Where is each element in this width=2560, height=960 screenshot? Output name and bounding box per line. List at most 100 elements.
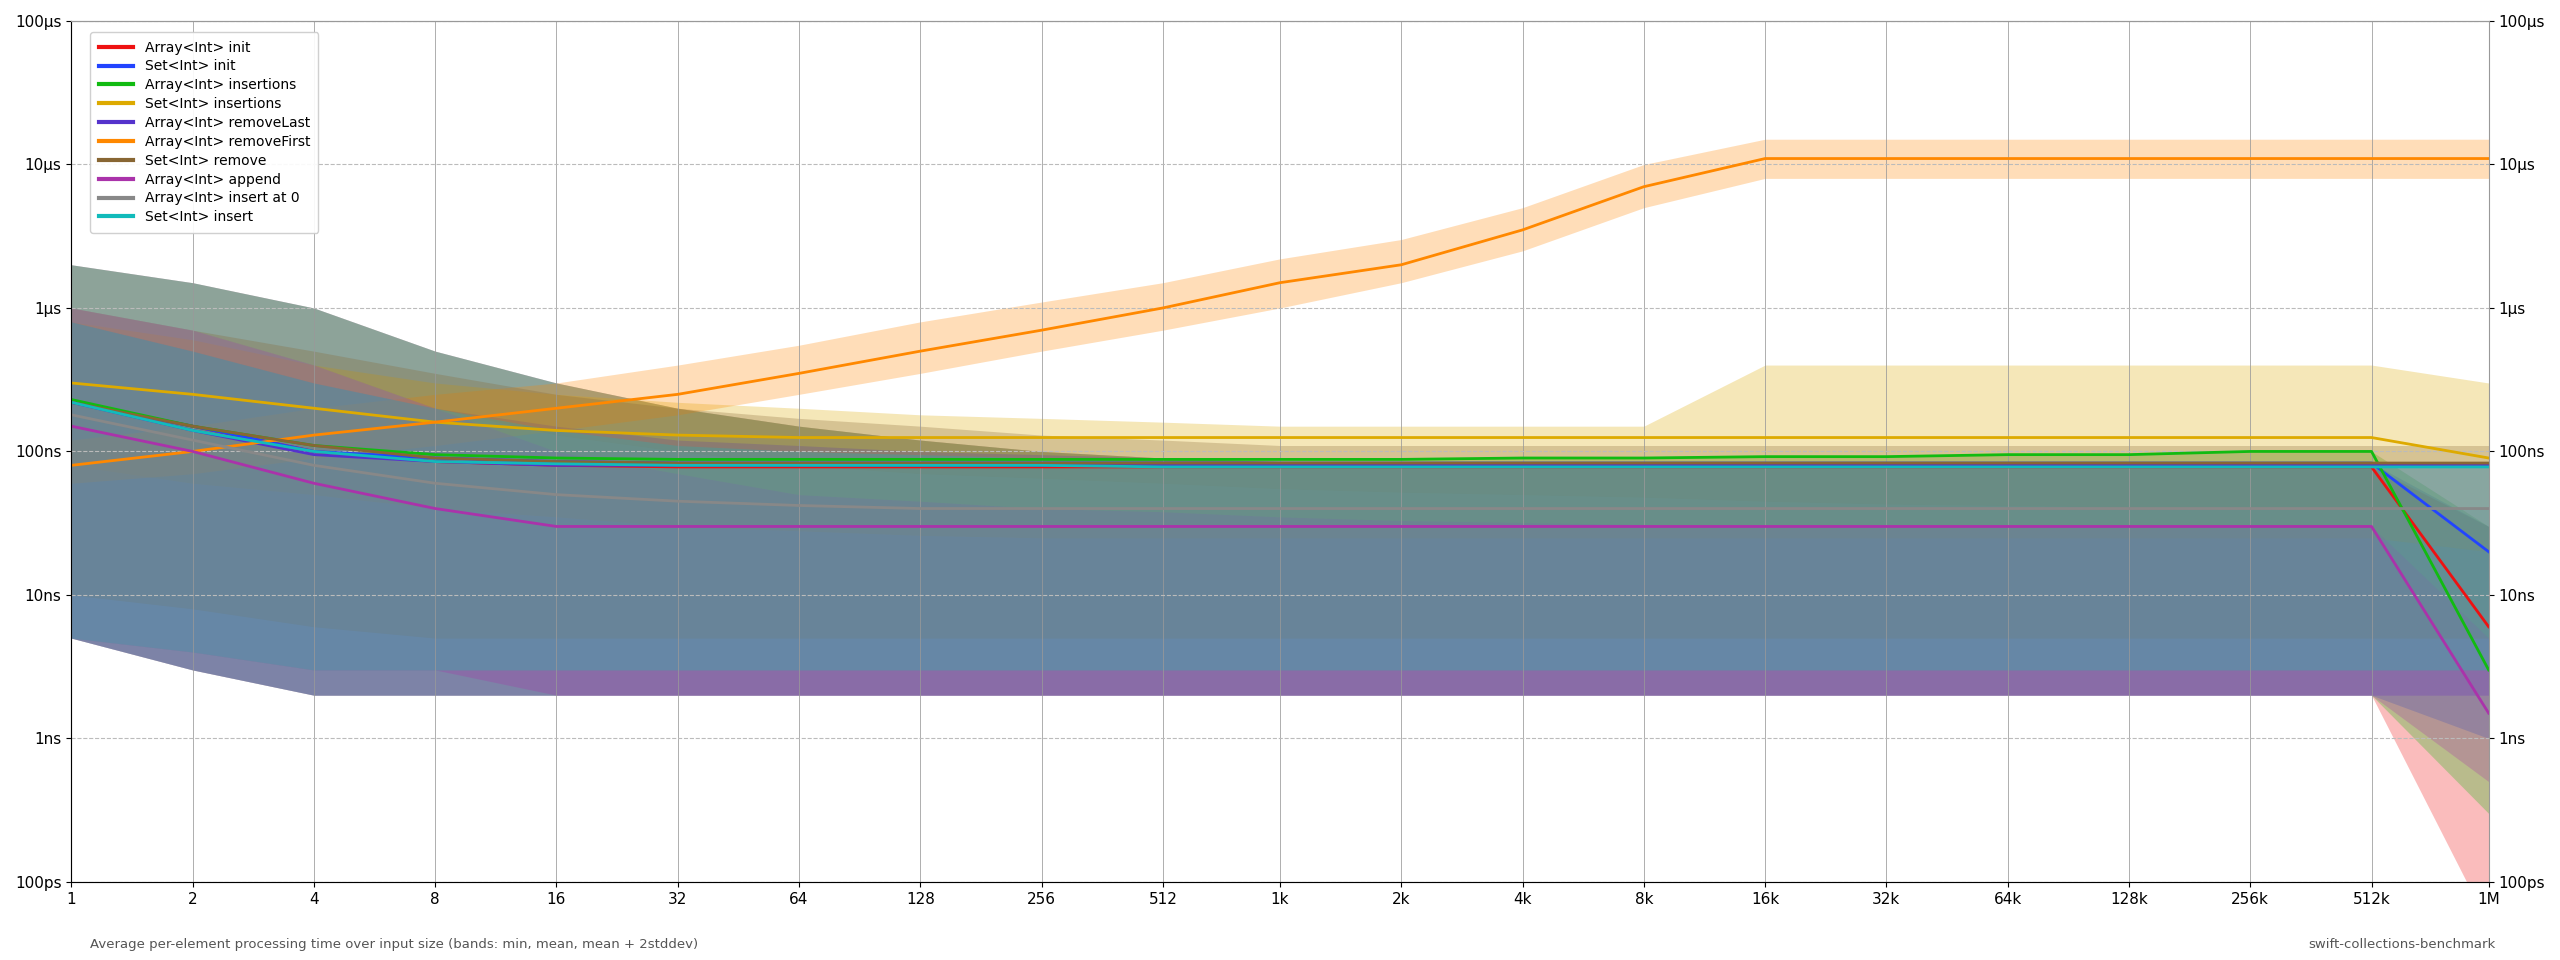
- Array<Int> init: [1871, 461, 1902, 472]
- Set<Int> insertions: [420, 417, 451, 428]
- Set<Int> insert: [300, 445, 330, 457]
- Array<Int> insertions: [540, 452, 571, 464]
- Set<Int> remove: [2473, 457, 2504, 468]
- Set<Int> init: [2235, 457, 2266, 468]
- Set<Int> init: [2473, 546, 2504, 558]
- Set<Int> remove: [1628, 457, 1659, 468]
- Array<Int> append: [1265, 520, 1295, 532]
- Array<Int> insertions: [56, 394, 87, 405]
- Set<Int> init: [177, 420, 207, 432]
- Array<Int> removeFirst: [904, 346, 934, 357]
- Text: Average per-element processing time over input size (bands: min, mean, mean + 2s: Average per-element processing time over…: [90, 939, 699, 951]
- Array<Int> removeFirst: [1508, 224, 1539, 235]
- Array<Int> removeLast: [1265, 460, 1295, 471]
- Set<Int> insertions: [1992, 432, 2022, 444]
- Array<Int> insert at 0: [2115, 503, 2145, 515]
- Array<Int> removeFirst: [1265, 276, 1295, 288]
- Set<Int> remove: [783, 457, 814, 468]
- Array<Int> init: [1027, 461, 1057, 472]
- Set<Int> insertions: [1385, 432, 1416, 444]
- Set<Int> init: [1147, 457, 1178, 468]
- Set<Int> init: [540, 456, 571, 468]
- Array<Int> removeLast: [2473, 460, 2504, 471]
- Array<Int> append: [177, 445, 207, 457]
- Array<Int> removeLast: [663, 460, 694, 471]
- Array<Int> removeFirst: [300, 429, 330, 441]
- Set<Int> init: [300, 445, 330, 457]
- Line: Array<Int> removeFirst: Array<Int> removeFirst: [72, 158, 2488, 466]
- Set<Int> remove: [177, 420, 207, 432]
- Array<Int> removeLast: [1508, 460, 1539, 471]
- Array<Int> append: [1508, 520, 1539, 532]
- Array<Int> init: [783, 461, 814, 472]
- Set<Int> init: [1992, 457, 2022, 468]
- Set<Int> insertions: [904, 432, 934, 444]
- Set<Int> remove: [663, 457, 694, 468]
- Set<Int> insertions: [2355, 432, 2386, 444]
- Array<Int> append: [1992, 520, 2022, 532]
- Set<Int> insert: [2235, 461, 2266, 472]
- Array<Int> append: [56, 420, 87, 432]
- Set<Int> insertions: [1751, 432, 1782, 444]
- Array<Int> removeFirst: [540, 402, 571, 414]
- Array<Int> removeFirst: [420, 417, 451, 428]
- Array<Int> removeLast: [540, 460, 571, 471]
- Array<Int> removeLast: [2235, 460, 2266, 471]
- Array<Int> insertions: [783, 454, 814, 466]
- Array<Int> removeFirst: [783, 368, 814, 379]
- Set<Int> insertions: [2473, 452, 2504, 464]
- Array<Int> removeLast: [1385, 460, 1416, 471]
- Array<Int> insert at 0: [1628, 503, 1659, 515]
- Set<Int> insert: [1871, 461, 1902, 472]
- Array<Int> append: [2235, 520, 2266, 532]
- Set<Int> remove: [1871, 457, 1902, 468]
- Line: Set<Int> remove: Set<Int> remove: [72, 402, 2488, 463]
- Set<Int> insert: [1751, 461, 1782, 472]
- Array<Int> removeFirst: [1628, 180, 1659, 192]
- Line: Set<Int> init: Set<Int> init: [72, 402, 2488, 552]
- Array<Int> init: [2235, 461, 2266, 472]
- Set<Int> insertions: [1871, 432, 1902, 444]
- Set<Int> remove: [1265, 457, 1295, 468]
- Set<Int> insertions: [1508, 432, 1539, 444]
- Array<Int> insert at 0: [300, 460, 330, 471]
- Array<Int> removeFirst: [2473, 153, 2504, 164]
- Set<Int> init: [783, 457, 814, 468]
- Set<Int> remove: [300, 440, 330, 451]
- Set<Int> insertions: [1147, 432, 1178, 444]
- Set<Int> init: [663, 457, 694, 468]
- Set<Int> init: [904, 457, 934, 468]
- Set<Int> init: [2355, 457, 2386, 468]
- Array<Int> removeLast: [1628, 460, 1659, 471]
- Set<Int> remove: [1147, 457, 1178, 468]
- Set<Int> insertions: [663, 429, 694, 441]
- Set<Int> insert: [177, 424, 207, 436]
- Set<Int> insertions: [783, 432, 814, 444]
- Array<Int> init: [56, 396, 87, 408]
- Set<Int> insertions: [2115, 432, 2145, 444]
- Array<Int> removeLast: [56, 396, 87, 408]
- Array<Int> insert at 0: [2355, 503, 2386, 515]
- Array<Int> init: [904, 461, 934, 472]
- Array<Int> removeLast: [783, 460, 814, 471]
- Array<Int> removeFirst: [663, 389, 694, 400]
- Array<Int> init: [1147, 461, 1178, 472]
- Array<Int> removeLast: [2115, 460, 2145, 471]
- Array<Int> init: [177, 420, 207, 432]
- Line: Array<Int> init: Array<Int> init: [72, 402, 2488, 627]
- Set<Int> remove: [2355, 457, 2386, 468]
- Array<Int> insert at 0: [420, 477, 451, 489]
- Set<Int> remove: [420, 452, 451, 464]
- Array<Int> append: [1628, 520, 1659, 532]
- Array<Int> init: [300, 445, 330, 457]
- Set<Int> insert: [904, 460, 934, 471]
- Array<Int> removeLast: [1992, 460, 2022, 471]
- Set<Int> insert: [1027, 460, 1057, 471]
- Set<Int> init: [2115, 457, 2145, 468]
- Array<Int> insertions: [1265, 454, 1295, 466]
- Legend: Array<Int> init, Set<Int> init, Array<Int> insertions, Set<Int> insertions, Arra: Array<Int> init, Set<Int> init, Array<In…: [90, 33, 317, 232]
- Line: Array<Int> insertions: Array<Int> insertions: [72, 399, 2488, 670]
- Array<Int> init: [1751, 461, 1782, 472]
- Set<Int> remove: [540, 456, 571, 468]
- Array<Int> init: [2355, 461, 2386, 472]
